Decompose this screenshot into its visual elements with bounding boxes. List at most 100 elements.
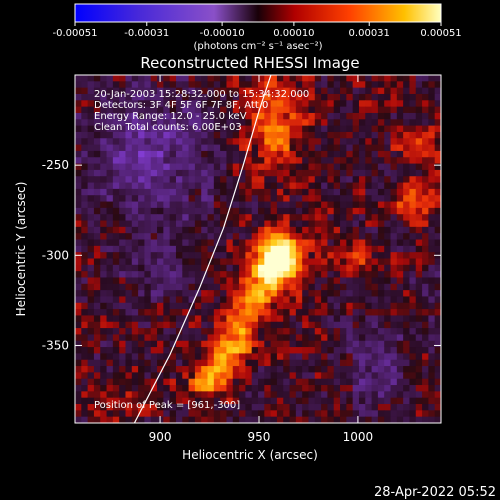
heatmap-cell [220, 404, 228, 411]
heatmap-cell [327, 163, 335, 171]
heatmap-cell [119, 271, 127, 279]
heatmap-cell [377, 125, 385, 133]
heatmap-cell [220, 138, 228, 146]
heatmap-cell [239, 416, 246, 423]
heatmap-cell [131, 131, 139, 139]
heatmap-cell [409, 315, 417, 323]
heatmap-cell [358, 144, 366, 152]
heatmap-cell [239, 252, 246, 260]
heatmap-cell [87, 309, 95, 317]
heatmap-cell [308, 93, 316, 101]
heatmap-cell [289, 188, 297, 196]
heatmap-cell [251, 188, 259, 196]
heatmap-cell [415, 309, 423, 317]
heatmap-cell [346, 372, 354, 380]
heatmap-cell [264, 112, 272, 120]
heatmap-cell [340, 397, 347, 405]
heatmap-cell [163, 328, 171, 336]
heatmap-cell [283, 410, 291, 418]
heatmap-cell [239, 182, 246, 190]
heatmap-cell [308, 226, 316, 234]
heatmap-cell [220, 169, 228, 177]
heatmap-cell [93, 385, 101, 392]
heatmap-cell [232, 125, 240, 133]
heatmap-cell [207, 252, 215, 260]
heatmap-cell [270, 81, 278, 89]
heatmap-cell [415, 378, 423, 386]
heatmap-cell [169, 347, 177, 354]
heatmap-cell [346, 157, 354, 165]
heatmap-cell [390, 176, 398, 184]
heatmap-cell [428, 290, 436, 298]
heatmap-cell [239, 188, 246, 196]
heatmap-cell [112, 81, 120, 89]
heatmap-cell [150, 397, 158, 405]
heatmap-cell [213, 125, 221, 133]
heatmap-cell [384, 119, 392, 127]
heatmap-cell [283, 378, 291, 386]
heatmap-cell [289, 125, 297, 133]
heatmap-cell [226, 81, 234, 89]
heatmap-cell [428, 302, 436, 310]
heatmap-cell [415, 334, 423, 342]
heatmap-cell [321, 334, 329, 342]
heatmap-cell [201, 328, 209, 336]
heatmap-cell [428, 125, 436, 133]
heatmap-cell [213, 93, 221, 101]
heatmap-cell [194, 410, 202, 418]
heatmap-cell [289, 271, 297, 279]
heatmap-cell [352, 176, 360, 184]
heatmap-cell [75, 347, 82, 354]
heatmap-cell [422, 131, 429, 139]
heatmap-cell [352, 404, 360, 411]
heatmap-cell [289, 144, 297, 152]
heatmap-cell [283, 233, 291, 241]
heatmap-cell [396, 290, 404, 298]
heatmap-cell [295, 214, 303, 222]
heatmap-cell [295, 416, 303, 423]
heatmap-cell [321, 290, 329, 298]
heatmap-cell [321, 233, 329, 241]
heatmap-cell [327, 347, 335, 354]
heatmap-cell [251, 252, 259, 260]
heatmap-cell [321, 207, 329, 215]
heatmap-cell [340, 391, 347, 399]
heatmap-cell [207, 176, 215, 184]
heatmap-cell [175, 258, 183, 266]
heatmap-cell [201, 239, 209, 247]
heatmap-cell [384, 157, 392, 165]
heatmap-cell [131, 264, 139, 272]
heatmap-cell [390, 119, 398, 127]
heatmap-cell [428, 366, 436, 373]
heatmap-cell [289, 119, 297, 127]
heatmap-cell [258, 131, 265, 139]
heatmap-cell [258, 176, 265, 184]
heatmap-cell [327, 366, 335, 373]
heatmap-cell [213, 277, 221, 285]
heatmap-cell [194, 176, 202, 184]
heatmap-cell [220, 328, 228, 336]
heatmap-cell [384, 378, 392, 386]
heatmap-cell [245, 87, 253, 95]
heatmap-cell [295, 220, 303, 228]
heatmap-cell [365, 81, 373, 89]
heatmap-cell [213, 188, 221, 196]
heatmap-cell [232, 416, 240, 423]
heatmap-cell [289, 163, 297, 171]
heatmap-cell [396, 176, 404, 184]
heatmap-cell [194, 106, 202, 114]
heatmap-cell [384, 397, 392, 405]
heatmap-cell [409, 150, 417, 158]
heatmap-cell [163, 416, 171, 423]
heatmap-cell [163, 397, 171, 405]
heatmap-cell [232, 195, 240, 203]
heatmap-cell [239, 378, 246, 386]
heatmap-cell [194, 138, 202, 146]
heatmap-cell [396, 359, 404, 367]
heatmap-cell [352, 416, 360, 423]
heatmap-cell [377, 404, 385, 411]
heatmap-cell [352, 277, 360, 285]
heatmap-cell [295, 397, 303, 405]
heatmap-cell [207, 264, 215, 272]
heatmap-cell [100, 182, 108, 190]
